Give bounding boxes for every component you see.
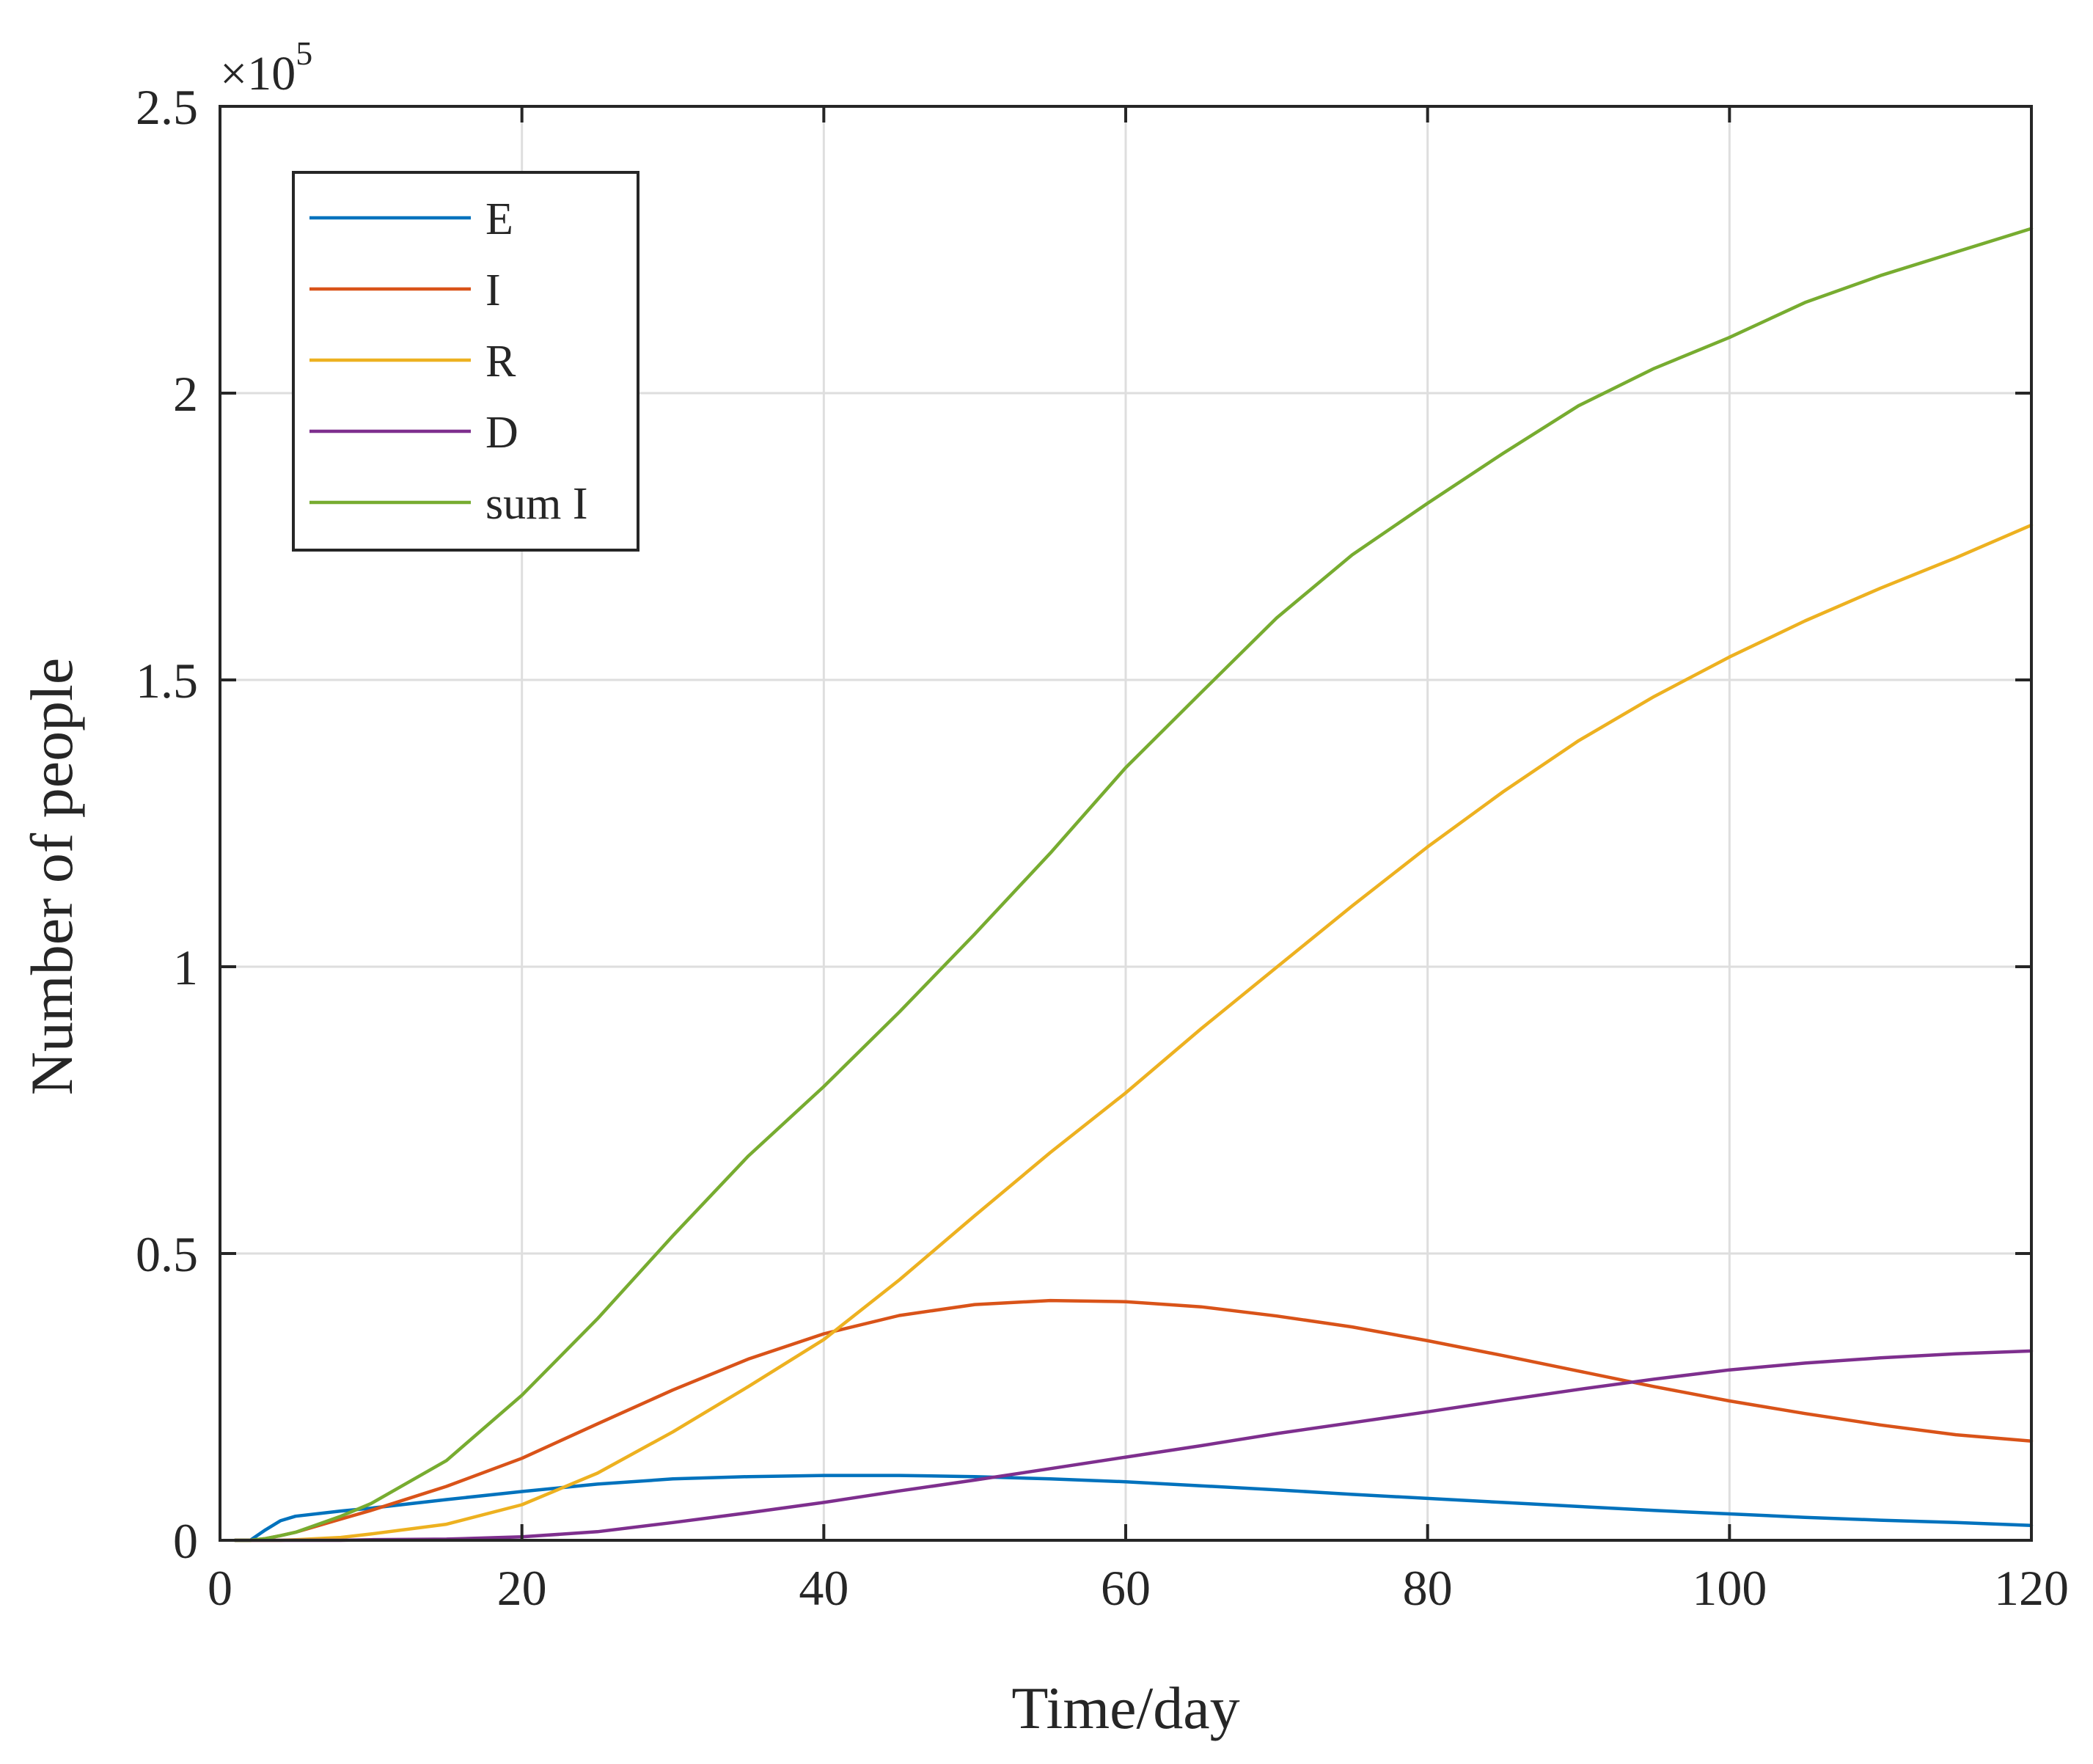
x-tick-label: 20 [497, 1560, 547, 1616]
legend-label: I [485, 266, 501, 315]
x-tick-label: 0 [208, 1560, 232, 1616]
y-multiplier-label: ×105 [220, 34, 312, 100]
y-tick-label: 1 [173, 940, 198, 995]
x-tick-label: 120 [1994, 1560, 2069, 1616]
tick-labels: 0 20 40 60 80 100 120 0 0.5 1 1.5 2 2.5 [136, 79, 2069, 1616]
y-tick-label: 0 [173, 1513, 198, 1569]
x-tick-label: 100 [1692, 1560, 1767, 1616]
series-line-i [233, 1298, 2034, 1542]
x-tick-label: 40 [799, 1560, 848, 1616]
legend-label: R [485, 337, 516, 387]
x-tick-label: 80 [1403, 1560, 1453, 1616]
legend-label: E [485, 194, 513, 244]
y-axis-title: Number of people [18, 658, 85, 1096]
legend-label: sum I [485, 479, 588, 529]
y-tick-label: 0.5 [136, 1226, 198, 1282]
x-tick-label: 60 [1101, 1560, 1151, 1616]
y-tick-label: 2 [173, 366, 198, 422]
y-multiplier-exponent: 5 [296, 34, 312, 72]
y-tick-label: 1.5 [136, 653, 198, 709]
y-multiplier-base: ×10 [220, 47, 296, 100]
y-tick-label: 2.5 [136, 79, 198, 135]
grid-lines [220, 106, 2031, 1540]
legend-label: D [485, 408, 518, 458]
x-axis-title: Time/day [1011, 1675, 1239, 1741]
series-line-r [233, 523, 2034, 1542]
series-line-sum-i [233, 227, 2034, 1542]
axes [219, 105, 2033, 1542]
series-line-e [233, 1474, 2034, 1542]
